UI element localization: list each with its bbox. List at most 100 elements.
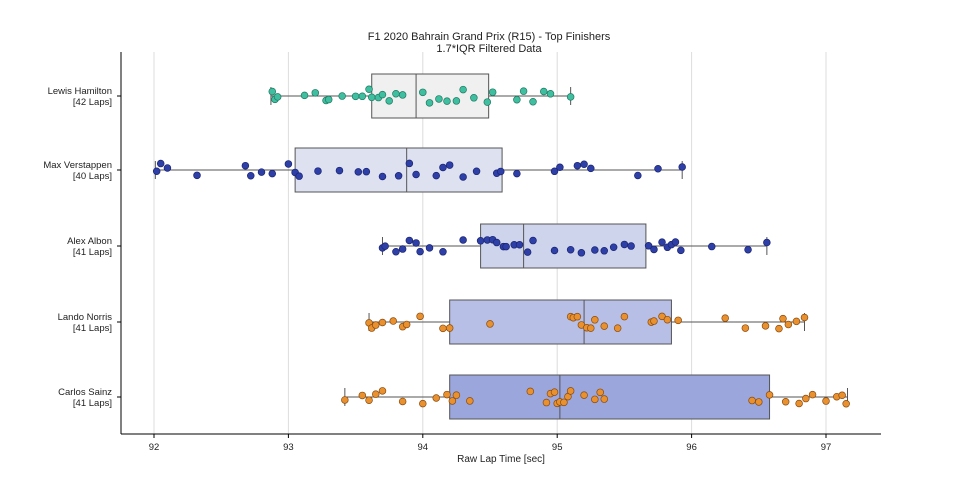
lap-point (416, 247, 424, 256)
y-label-driver-lando-norris: Lando Norris (58, 312, 113, 323)
lap-point (658, 312, 666, 321)
lap-point (580, 160, 588, 168)
lap-point (470, 94, 478, 102)
lap-point (412, 239, 420, 247)
lap-point (432, 171, 440, 180)
lap-point (515, 240, 524, 249)
lap-point (435, 95, 443, 103)
lap-point (795, 399, 803, 408)
lap-point (445, 161, 454, 169)
lap-point (550, 388, 559, 396)
lap-point (566, 245, 575, 254)
lap-point (748, 396, 756, 405)
lap-point (425, 244, 434, 252)
lap-point (486, 320, 494, 328)
lap-point (677, 246, 685, 255)
y-label-driver-max-verstappen: Max Verstappen (43, 160, 112, 171)
lap-point (761, 322, 770, 330)
lap-point (152, 167, 161, 175)
lap-point (358, 391, 367, 400)
lap-point (627, 242, 635, 250)
boxplot-alex-albon (378, 223, 771, 269)
lap-point (775, 324, 783, 333)
lap-point (439, 248, 447, 256)
lap-point (620, 312, 629, 321)
lap-point (654, 165, 662, 173)
lap-point (556, 163, 564, 172)
y-label-laps-carlos-sainz: [41 Laps] (73, 398, 112, 409)
boxplot-lewis-hamilton (268, 73, 575, 119)
lap-point (609, 243, 618, 251)
lap-point (822, 397, 830, 405)
lap-point (354, 168, 363, 176)
lap-point (341, 396, 349, 404)
lap-point (378, 90, 387, 99)
lap-point (550, 246, 559, 255)
lap-point (644, 242, 653, 250)
x-tick-label-94: 94 (418, 442, 429, 453)
lap-point (358, 92, 367, 101)
boxplot-carlos-sainz (341, 374, 850, 420)
lap-point (779, 314, 787, 323)
lap-point (596, 388, 604, 397)
y-label-laps-max-verstappen: [40 Laps] (73, 171, 112, 182)
lap-point (580, 391, 588, 399)
lap-point (502, 242, 510, 251)
lap-point (792, 317, 801, 326)
lap-point (389, 317, 397, 325)
lap-point (763, 238, 771, 247)
lap-point (650, 245, 658, 254)
lap-point (405, 159, 414, 168)
lap-point (800, 313, 809, 322)
lap-point (492, 238, 501, 247)
lap-point (781, 398, 790, 406)
lap-point (398, 91, 407, 99)
lap-point (708, 242, 716, 251)
lap-point (600, 247, 608, 255)
lap-point (416, 312, 424, 321)
lap-point (587, 324, 595, 332)
lap-point (650, 317, 658, 325)
lap-point (448, 397, 457, 405)
lap-point (587, 164, 595, 173)
lap-point (674, 316, 682, 325)
y-label-laps-lewis-hamilton: [42 Laps] (73, 97, 112, 108)
lap-point (338, 92, 346, 100)
lap-point (193, 171, 201, 180)
lap-point (808, 390, 817, 399)
lap-point (432, 394, 440, 402)
lap-point (529, 236, 537, 245)
iqr-box (294, 147, 503, 193)
y-label-laps-alex-albon: [41 Laps] (73, 247, 112, 258)
lap-point (268, 169, 277, 178)
lap-point (394, 172, 403, 180)
lap-point (241, 161, 250, 170)
lap-point (284, 160, 293, 168)
lap-point (741, 324, 750, 332)
lap-point (560, 398, 568, 407)
lap-point (573, 161, 582, 170)
lap-point (620, 240, 629, 249)
lap-point (419, 399, 427, 408)
lap-point (784, 320, 793, 329)
lap-point (452, 97, 461, 105)
lap-point (419, 88, 427, 97)
lap-point (295, 172, 303, 180)
x-axis-label: Raw Lap Time [sec] (457, 454, 545, 465)
lap-point (311, 89, 320, 97)
x-tick-label-95: 95 (552, 442, 563, 453)
lap-point (513, 95, 521, 104)
lap-point (439, 324, 447, 333)
lap-point (398, 397, 407, 406)
lap-point (472, 167, 481, 176)
lap-point (392, 90, 400, 98)
lap-point (314, 167, 322, 175)
lap-point (513, 169, 521, 178)
lap-point (365, 396, 373, 404)
lap-point (526, 387, 535, 396)
boxplot-max-verstappen (152, 147, 686, 193)
lap-point (634, 171, 642, 180)
lap-point (591, 395, 599, 404)
boxplot-lando-norris (365, 299, 809, 345)
x-tick-label-96: 96 (686, 442, 697, 453)
